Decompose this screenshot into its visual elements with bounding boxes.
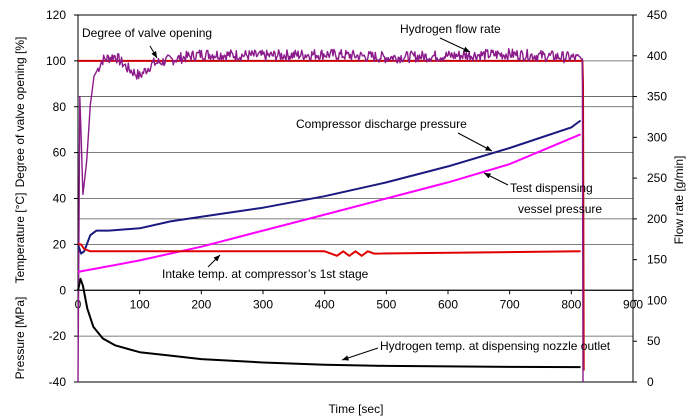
x-tick-label: 600 <box>438 297 458 311</box>
annotation-label: Degree of valve opening <box>82 26 212 40</box>
y-right-tick-label: 150 <box>647 253 667 267</box>
y-right-tick-label: 250 <box>647 171 667 185</box>
annotation-arrowhead <box>485 145 492 151</box>
series-line-4 <box>78 243 581 257</box>
y-left-axis-title: Degree of valve opening [%] <box>13 37 27 188</box>
series-line-1 <box>77 48 584 383</box>
x-tick-label: 100 <box>130 297 150 311</box>
x-tick-label: 900 <box>623 297 643 311</box>
x-tick-label: 300 <box>253 297 273 311</box>
y-left-tick-label: 20 <box>53 237 67 251</box>
annotation-label: Test dispensing <box>510 181 593 195</box>
y-left-tick-label: 120 <box>46 8 66 22</box>
annotation-label: Hydrogen flow rate <box>400 22 501 36</box>
annotation-arrowhead <box>463 46 470 52</box>
x-tick-label: 200 <box>191 297 211 311</box>
y-left-tick-label: 100 <box>46 54 66 68</box>
y-left-tick-label: -20 <box>49 329 67 343</box>
annotation-arrowhead <box>151 51 157 58</box>
y-left-tick-label: 40 <box>53 192 67 206</box>
x-axis-title: Time [sec] <box>329 402 384 416</box>
y-left-axis-title: Temperature [°C] <box>13 193 27 284</box>
x-tick-label: 500 <box>376 297 396 311</box>
y-right-axis-title: Flow rate [g/min] <box>672 156 686 245</box>
y-right-tick-label: 50 <box>647 334 661 348</box>
y-left-tick-label: -40 <box>49 375 67 389</box>
y-right-tick-label: 100 <box>647 293 667 307</box>
annotation-arrowhead <box>342 355 349 361</box>
y-left-axis-title: Pressure [MPa] <box>13 297 27 380</box>
annotation-label: Compressor discharge pressure <box>296 117 467 131</box>
y-left-tick-label: 80 <box>53 100 67 114</box>
y-right-tick-label: 200 <box>647 212 667 226</box>
series-line-2 <box>77 119 582 255</box>
y-right-tick-label: 450 <box>647 8 667 22</box>
x-tick-label: 700 <box>500 297 520 311</box>
y-right-tick-label: 350 <box>647 90 667 104</box>
annotation-label: Hydrogen temp. at dispensing nozzle outl… <box>380 339 611 353</box>
series-line-3 <box>77 133 581 273</box>
y-right-tick-label: 400 <box>647 49 667 63</box>
annotation-arrowhead <box>484 173 491 179</box>
x-tick-label: 800 <box>561 297 581 311</box>
y-left-tick-label: 60 <box>53 146 67 160</box>
series-line-5 <box>77 277 581 369</box>
x-tick-label: 400 <box>315 297 335 311</box>
annotation-label: vessel pressure <box>518 202 602 216</box>
y-right-tick-label: 300 <box>647 130 667 144</box>
series-line-0 <box>78 59 585 371</box>
y-right-tick-label: 0 <box>647 375 654 389</box>
annotation-label: Intake temp. at compressor’s 1st stage <box>162 267 369 281</box>
annotation-arrowhead <box>213 255 220 262</box>
y-left-tick-label: 0 <box>59 283 66 297</box>
